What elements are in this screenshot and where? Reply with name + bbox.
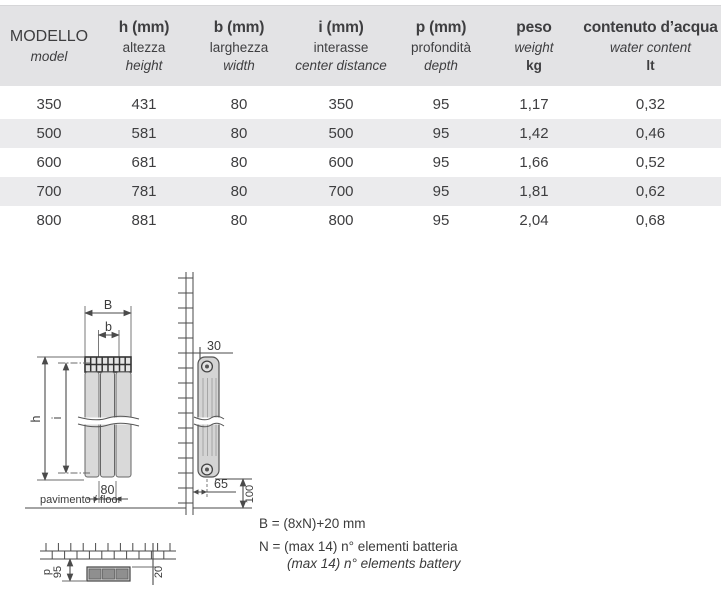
header-line: kg: [526, 58, 542, 73]
cell: 1,81: [519, 183, 549, 200]
radiator-top-grid: [84, 356, 132, 373]
radiator-front-view: B b: [25, 298, 252, 509]
header-i: i (mm) interasse center distance: [288, 6, 394, 86]
header-modello-label: MODELLO: [9, 28, 89, 45]
dim-label-80: 80: [101, 483, 115, 497]
header-line: larghezza: [209, 40, 269, 55]
formula-n-translation: (max 14) n° elements battery: [287, 556, 461, 571]
cell: 80: [230, 96, 248, 113]
formula-b-equation: B = (8xN)+20 mm: [259, 516, 366, 531]
cell: 95: [432, 183, 450, 200]
wall-hatch: [178, 277, 193, 504]
cell: 0,46: [635, 125, 666, 142]
header-peso: peso weight kg: [488, 6, 580, 86]
table-row: 800 881 80 800 95 2,04 0,68: [0, 206, 721, 235]
cell: 0,32: [635, 96, 666, 113]
cell: 600: [36, 154, 62, 171]
header-modello: MODELLO model: [0, 6, 98, 86]
header-line: water content: [609, 40, 692, 55]
dim-label-20: 20: [153, 566, 165, 578]
installation-drawing: B b: [25, 272, 256, 585]
formula-n-equation: N = (max 14) n° elementi batteria: [259, 539, 458, 554]
header-line: peso: [516, 19, 552, 36]
cell: 0,52: [635, 154, 666, 171]
dim-label-b: b: [105, 320, 112, 334]
cell: 80: [230, 183, 248, 200]
header-line: interasse: [313, 40, 369, 55]
dim-label-95: 95: [52, 566, 64, 578]
table-row: 350 431 80 350 95 1,17 0,32: [0, 90, 721, 119]
cell: 80: [230, 125, 248, 142]
header-modello-sub: model: [30, 49, 68, 64]
cell: 80: [230, 154, 248, 171]
dim-label-B: B: [104, 298, 112, 312]
header-line: altezza: [122, 40, 166, 55]
header-line: profondità: [410, 40, 472, 55]
header-line: center distance: [295, 58, 387, 73]
table-body: 350 431 80 350 95 1,17 0,32 500 581 80 5…: [0, 90, 721, 235]
radiator-top-view: p 95 20: [40, 543, 176, 585]
dim-label-65: 65: [214, 477, 228, 491]
cell: 350: [36, 96, 62, 113]
header-line: width: [223, 58, 255, 73]
cell: 95: [432, 125, 450, 142]
header-b: b (mm) larghezza width: [190, 6, 288, 86]
cell: 1,42: [519, 125, 549, 142]
header-line: p (mm): [415, 19, 467, 36]
cell: 781: [131, 183, 157, 200]
cell: 581: [131, 125, 157, 142]
cell: 700: [328, 183, 354, 200]
dim-label-100: 100: [244, 485, 256, 503]
floor-label: pavimento / floor: [40, 494, 122, 506]
cell: 500: [328, 125, 354, 142]
table-header: MODELLO model h (mm) altezza height b (m…: [0, 5, 721, 86]
table-row: 500 581 80 500 95 1,42 0,46: [0, 119, 721, 148]
cell: 95: [432, 154, 450, 171]
cell: 681: [131, 154, 157, 171]
header-contenuto: contenuto d’acqua water content lt: [580, 6, 721, 86]
cell: 350: [328, 96, 354, 113]
dim-label-p: p: [41, 569, 53, 575]
dim-label-h: h: [29, 415, 43, 422]
cell: 95: [432, 96, 450, 113]
cell: 881: [131, 212, 157, 229]
dim-label-30: 30: [207, 339, 221, 353]
cell: 800: [328, 212, 354, 229]
wall-section: [178, 272, 194, 515]
header-line: lt: [646, 58, 655, 73]
cell: 431: [131, 96, 157, 113]
header-line: h (mm): [118, 19, 170, 36]
cell: 2,04: [519, 212, 549, 229]
radiator-side-view: 30 65 100: [193, 339, 256, 509]
cell: 95: [432, 212, 450, 229]
cell: 0,68: [635, 212, 666, 229]
header-line: i (mm): [318, 19, 364, 36]
cell: 600: [328, 154, 354, 171]
cell: 1,17: [519, 96, 549, 113]
wall-hatch-horizontal: [40, 543, 176, 560]
cell: 80: [230, 212, 248, 229]
header-line: b (mm): [213, 19, 265, 36]
header-line: depth: [424, 58, 458, 73]
header-line: height: [125, 58, 163, 73]
header-p: p (mm) profondità depth: [394, 6, 488, 86]
table-row: 600 681 80 600 95 1,66 0,52: [0, 148, 721, 177]
header-line: weight: [514, 40, 554, 55]
table-row: 700 781 80 700 95 1,81 0,62: [0, 177, 721, 206]
header-h: h (mm) altezza height: [98, 6, 190, 86]
cell: 0,62: [635, 183, 666, 200]
cell: 1,66: [519, 154, 549, 171]
cell: 800: [36, 212, 62, 229]
cell: 700: [36, 183, 62, 200]
cell: 500: [36, 125, 62, 142]
dim-label-i: i: [50, 417, 64, 420]
header-line: contenuto d’acqua: [583, 19, 718, 36]
spec-table: MODELLO model h (mm) altezza height b (m…: [0, 5, 721, 235]
